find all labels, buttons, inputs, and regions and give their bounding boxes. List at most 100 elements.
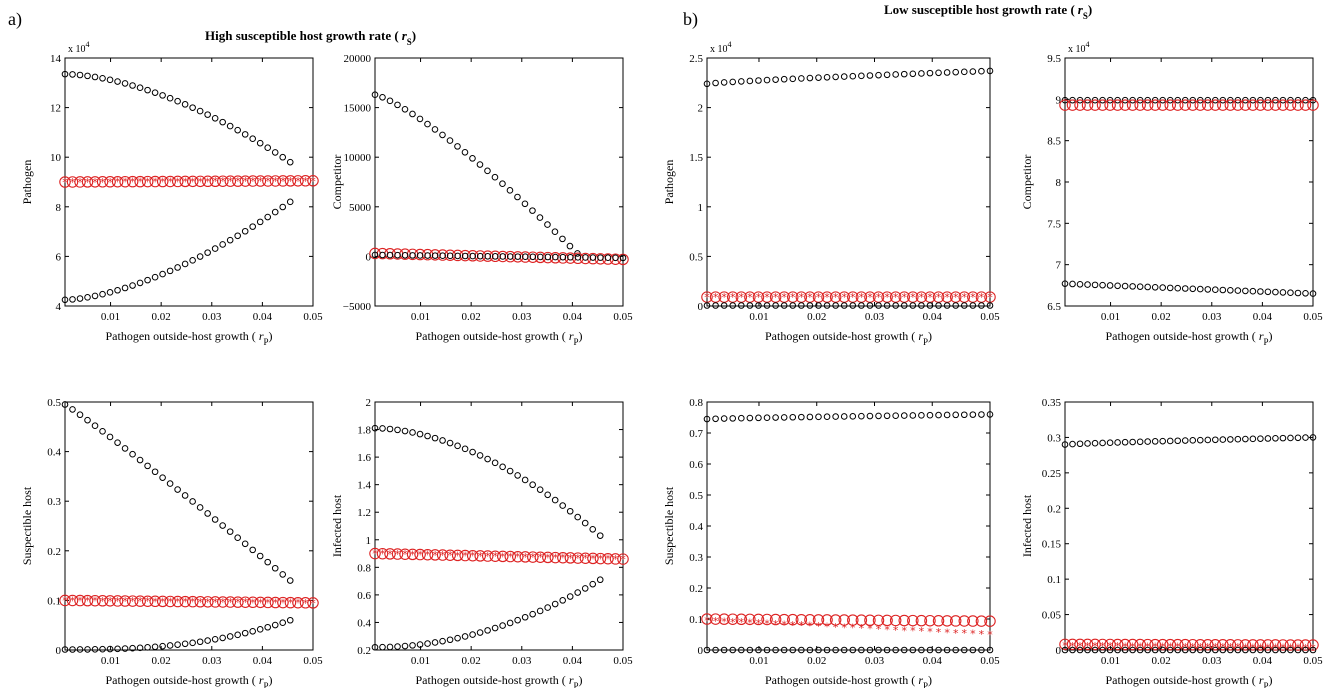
data-point xyxy=(969,646,977,654)
data-point: * xyxy=(739,616,745,629)
data-point: * xyxy=(515,551,521,564)
data-point: * xyxy=(295,597,301,610)
data-point xyxy=(491,624,499,632)
data-point xyxy=(883,646,891,654)
data-point xyxy=(174,264,181,271)
data-point xyxy=(943,646,951,654)
data-point xyxy=(789,413,797,421)
panel-b-title-symbol: r xyxy=(1078,2,1084,17)
data-point: * xyxy=(213,596,219,609)
data-point xyxy=(798,75,805,82)
data-point xyxy=(454,634,461,642)
data-point xyxy=(986,302,994,309)
data-point xyxy=(439,437,446,444)
data-point xyxy=(451,549,464,562)
data-point xyxy=(209,175,222,187)
data-point xyxy=(875,302,882,309)
x-tick-label: 0.05 xyxy=(303,311,323,323)
data-point xyxy=(823,302,831,309)
x-axis-label: Pathogen outside-host growth (rP) xyxy=(765,329,932,347)
data-point: * xyxy=(303,597,309,610)
data-point xyxy=(815,302,822,309)
data-point xyxy=(718,613,730,625)
data-point xyxy=(1091,646,1099,654)
data-point xyxy=(211,115,219,122)
data-point: * xyxy=(508,551,514,564)
data-point xyxy=(883,71,891,79)
data-point xyxy=(536,486,544,493)
data-point: * xyxy=(927,626,933,639)
data-point xyxy=(506,187,514,194)
data-point xyxy=(141,175,154,188)
data-point xyxy=(104,595,116,607)
data-point: * xyxy=(152,595,158,608)
data-point: * xyxy=(824,620,830,633)
data-point xyxy=(855,614,868,626)
data-point xyxy=(832,413,839,420)
data-point xyxy=(81,594,94,607)
data-point: * xyxy=(867,291,873,304)
data-point: * xyxy=(739,291,745,304)
panel-a-title-subscript: S xyxy=(407,37,412,47)
data-point xyxy=(1111,638,1124,651)
data-point xyxy=(114,645,121,653)
data-point xyxy=(499,180,506,188)
data-point xyxy=(1174,437,1182,445)
y-tick-label: 0.15 xyxy=(1042,539,1062,551)
data-point xyxy=(1121,438,1129,446)
data-point xyxy=(491,173,499,181)
y-tick-label: 1.2 xyxy=(357,507,371,519)
data-point xyxy=(1126,99,1139,111)
data-point xyxy=(371,91,379,99)
x-tick-label: 0.04 xyxy=(563,655,583,667)
data-point xyxy=(431,639,439,646)
data-point xyxy=(1114,282,1121,290)
data-point: * xyxy=(198,596,204,609)
data-point xyxy=(1171,99,1184,111)
data-point xyxy=(812,614,825,626)
data-point xyxy=(1066,638,1079,651)
data-point xyxy=(529,610,536,618)
data-point xyxy=(909,70,917,78)
y-tick-label: 10000 xyxy=(344,152,372,164)
data-point xyxy=(581,585,589,592)
series-3 xyxy=(369,547,629,565)
data-point: * xyxy=(841,621,847,634)
series-3: * * * * * * * * * * * * * * * * * * * * * * * * * * * * * * * * * * xyxy=(704,291,993,304)
x-axis-label-close: ) xyxy=(928,673,932,687)
x-tick-label: 0.05 xyxy=(980,311,1000,323)
data-point xyxy=(612,254,619,262)
data-point xyxy=(557,551,569,564)
data-point xyxy=(1136,283,1144,290)
y-tick-label: 5000 xyxy=(349,202,372,214)
data-point xyxy=(159,642,166,650)
data-point xyxy=(1287,646,1294,654)
data-point: * xyxy=(395,548,401,561)
data-point xyxy=(96,595,109,607)
data-point xyxy=(399,548,411,560)
data-point xyxy=(815,646,822,654)
data-point xyxy=(159,92,166,99)
x-axis-label-symbol: r xyxy=(569,329,574,343)
data-point xyxy=(858,412,865,420)
data-point xyxy=(514,193,521,201)
data-point xyxy=(129,644,136,652)
panel-a-label: a) xyxy=(8,9,22,30)
y-exponent-base: x 10 xyxy=(68,44,86,55)
data-point: * xyxy=(92,176,98,189)
x-axis-label: Pathogen outside-host growth (rP) xyxy=(415,329,582,347)
data-point: * xyxy=(764,618,770,631)
data-point xyxy=(858,302,865,309)
data-point xyxy=(1287,434,1294,442)
data-point xyxy=(202,596,214,608)
data-point xyxy=(789,646,797,654)
y-tick-label: 0.6 xyxy=(357,590,371,602)
data-point xyxy=(1272,646,1279,654)
data-point xyxy=(798,413,805,421)
data-point xyxy=(1219,436,1227,443)
data-point xyxy=(604,254,612,262)
series-1 xyxy=(61,70,294,166)
data-point xyxy=(226,528,234,535)
data-point xyxy=(371,643,379,651)
